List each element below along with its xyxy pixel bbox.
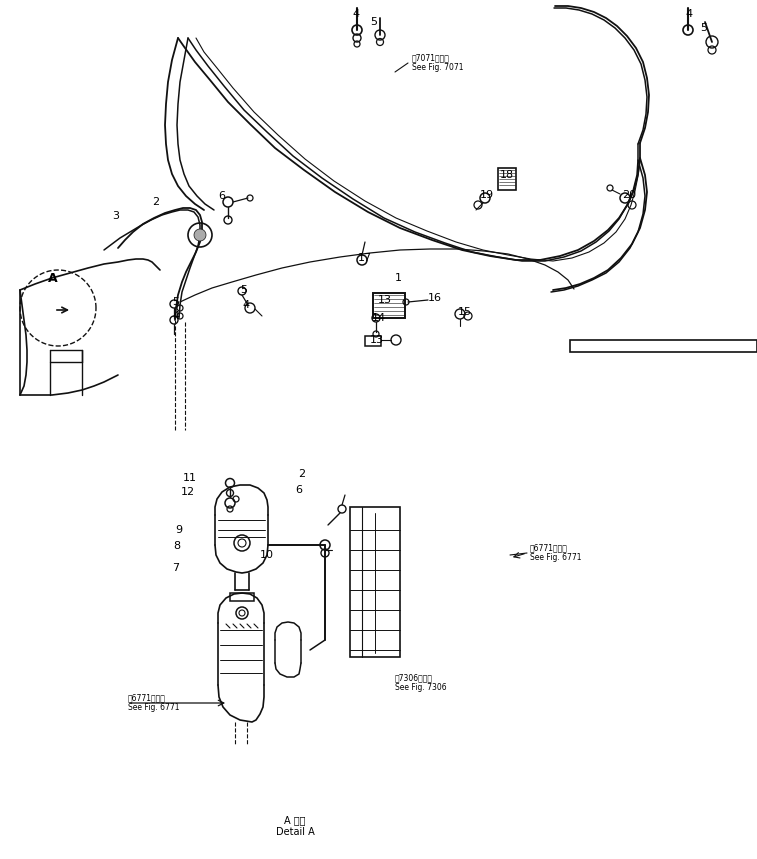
Text: 4: 4	[352, 9, 359, 19]
Bar	[230, 593, 254, 601]
Text: 16: 16	[428, 293, 442, 303]
Text: 18: 18	[500, 170, 514, 180]
Text: 14: 14	[372, 313, 386, 323]
Text: 第7306図参照: 第7306図参照	[395, 673, 433, 683]
Text: 7: 7	[172, 563, 179, 573]
Bar	[373, 293, 405, 318]
Text: See Fig. 7306: See Fig. 7306	[395, 684, 447, 692]
Text: 2: 2	[152, 197, 159, 207]
Bar	[350, 507, 400, 657]
Text: 12: 12	[181, 487, 195, 497]
Text: 4: 4	[685, 9, 692, 19]
Text: 15: 15	[458, 307, 472, 317]
Text: 8: 8	[173, 541, 180, 551]
Text: 5: 5	[370, 17, 377, 27]
Text: 13: 13	[370, 335, 384, 345]
Text: 13: 13	[378, 295, 392, 305]
Bar	[498, 168, 516, 190]
Text: See Fig. 6771: See Fig. 6771	[128, 704, 179, 712]
Bar	[570, 340, 757, 352]
Text: 2: 2	[298, 469, 305, 479]
Text: 1: 1	[395, 273, 402, 283]
Text: 3: 3	[112, 211, 119, 221]
Bar	[365, 336, 381, 346]
Text: 10: 10	[260, 550, 274, 560]
Text: 11: 11	[183, 473, 197, 483]
Text: 6: 6	[295, 485, 302, 495]
Text: 17: 17	[358, 253, 372, 263]
Text: See Fig. 6771: See Fig. 6771	[530, 553, 581, 563]
Text: 5: 5	[172, 297, 179, 307]
Circle shape	[194, 229, 206, 241]
Text: 20: 20	[622, 190, 636, 200]
Text: 6: 6	[218, 191, 225, 201]
Text: 第6771図参照: 第6771図参照	[530, 544, 568, 552]
Text: 19: 19	[480, 190, 494, 200]
Text: 4: 4	[242, 300, 249, 310]
Text: 9: 9	[175, 525, 182, 535]
Text: 第6771図参照: 第6771図参照	[128, 693, 166, 703]
Text: 5: 5	[700, 23, 707, 33]
Text: 第7071図参照: 第7071図参照	[412, 53, 450, 63]
Text: See Fig. 7071: See Fig. 7071	[412, 64, 463, 72]
Text: Detail A: Detail A	[276, 827, 314, 837]
Text: 5: 5	[240, 285, 247, 295]
Text: 4: 4	[172, 311, 179, 321]
Text: A 詳細: A 詳細	[284, 815, 306, 825]
Text: A: A	[48, 271, 58, 284]
